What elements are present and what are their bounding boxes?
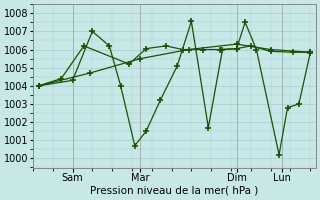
X-axis label: Pression niveau de la mer( hPa ): Pression niveau de la mer( hPa ) (90, 186, 259, 196)
